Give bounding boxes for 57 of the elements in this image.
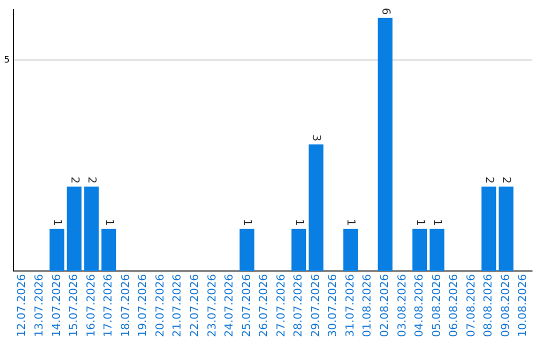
- x-tick-label: 17.07.2026: [102, 274, 115, 338]
- x-tick-label: 10.08.2026: [516, 274, 530, 338]
- bar: [343, 228, 358, 272]
- x-tick-label: 16.07.2026: [84, 274, 98, 338]
- bar: [378, 18, 392, 272]
- x-tick-label: 22.07.2026: [188, 274, 201, 338]
- data-label: 2: [68, 176, 82, 184]
- data-label: 1: [292, 218, 306, 226]
- x-tick-label: 08.08.2026: [482, 274, 495, 338]
- data-label: 1: [431, 218, 444, 226]
- x-tick-label: 23.07.2026: [205, 274, 218, 338]
- bar: [240, 228, 254, 272]
- y-tick-label: 5: [4, 55, 10, 66]
- bar: [291, 228, 306, 272]
- x-tick-label: 14.07.2026: [50, 274, 63, 338]
- x-tick-label: 28.07.2026: [292, 274, 305, 338]
- x-tick-label: 26.07.2026: [257, 274, 270, 338]
- data-label: 1: [102, 218, 116, 226]
- x-tick-label: 29.07.2026: [308, 274, 322, 338]
- x-tick-label: 21.07.2026: [170, 274, 184, 338]
- x-tick-label: 03.08.2026: [395, 274, 408, 338]
- x-tick-label: 12.07.2026: [15, 274, 28, 338]
- bar: [66, 186, 82, 272]
- x-tick-label: 01.08.2026: [360, 274, 374, 338]
- x-tick-label: 02.08.2026: [378, 274, 392, 338]
- x-tick-label: 13.07.2026: [32, 274, 46, 338]
- x-tick-label: 09.08.2026: [498, 274, 512, 338]
- x-tick-label: 18.07.2026: [118, 274, 132, 338]
- data-label: 2: [482, 176, 496, 184]
- x-tick-label: 05.08.2026: [430, 274, 443, 338]
- bar: [412, 228, 428, 272]
- data-label: 2: [500, 176, 514, 184]
- bar: [50, 228, 64, 272]
- bar: [84, 186, 99, 272]
- x-tick-label: 24.07.2026: [222, 274, 236, 338]
- x-tick-label: 27.07.2026: [274, 274, 288, 338]
- x-tick-label: 07.08.2026: [464, 274, 478, 338]
- x-tick-label: 31.07.2026: [343, 274, 356, 338]
- data-label: 1: [414, 218, 427, 226]
- data-label: 6: [379, 8, 392, 15]
- data-label: 2: [86, 176, 99, 184]
- bar: [308, 144, 324, 272]
- bar: [498, 186, 514, 272]
- x-tick-label: 15.07.2026: [67, 274, 80, 338]
- x-tick-label: 25.07.2026: [240, 274, 253, 338]
- data-label: 1: [51, 218, 64, 226]
- x-tick-label: 06.08.2026: [447, 274, 460, 338]
- x-tick-label: 20.07.2026: [153, 274, 166, 338]
- x-tick-label: 30.07.2026: [326, 274, 340, 338]
- data-label: 1: [241, 218, 254, 226]
- bar: [481, 186, 496, 272]
- x-tick-label: 19.07.2026: [136, 274, 150, 338]
- bar: [101, 228, 116, 272]
- bar: [430, 228, 444, 272]
- data-label: 3: [310, 134, 324, 142]
- data-label: 1: [344, 218, 358, 226]
- x-tick-label: 04.08.2026: [412, 274, 426, 338]
